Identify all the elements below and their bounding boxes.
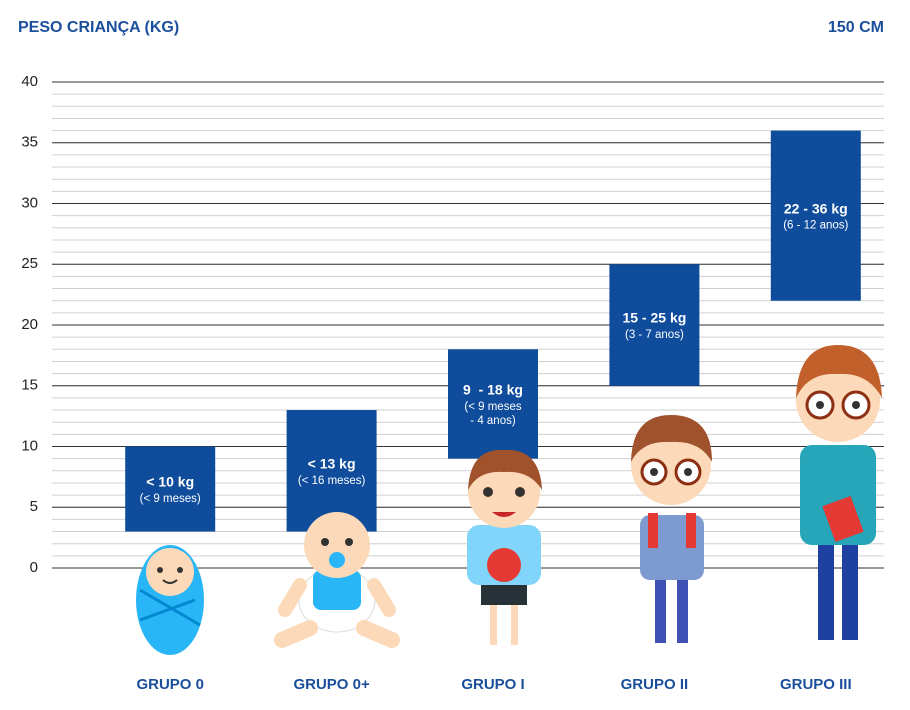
bar <box>770 130 861 301</box>
x-tick-label: GRUPO III <box>780 676 852 693</box>
y-tick-label: 15 <box>21 377 38 394</box>
y-tick-label: 40 <box>21 73 38 90</box>
x-tick-label: GRUPO II <box>621 676 689 693</box>
category-labels: GRUPO 0 GRUPO 0+ GRUPO I GRUPO II GRUPO III <box>136 676 851 693</box>
x-tick-label: GRUPO 0+ <box>293 676 370 693</box>
y-tick-label: 5 <box>30 498 38 515</box>
illustrations <box>136 345 882 655</box>
y-tick-label: 30 <box>21 194 38 211</box>
chart-title: PESO CRIANÇA (KG) <box>18 19 179 36</box>
annotation: 150 CM <box>828 19 884 36</box>
y-tick-label: 35 <box>21 134 38 151</box>
bar-label: 15 - 25 kg <box>622 310 686 326</box>
bar <box>125 446 216 532</box>
baby-0plus <box>274 512 400 648</box>
x-tick-label: GRUPO 0 <box>136 676 204 693</box>
bar-label: 22 - 36 kg <box>784 200 848 216</box>
bar <box>609 264 700 386</box>
y-tick-label: 0 <box>30 559 38 576</box>
bar-label: < 10 kg <box>146 474 194 490</box>
bar <box>286 410 377 532</box>
y-tick-label: 10 <box>21 437 38 454</box>
bar-sublabel: (< 9 meses <box>464 401 521 413</box>
bar-sublabel: - 4 anos) <box>470 415 516 427</box>
bar-sublabel: (6 - 12 anos) <box>783 220 848 232</box>
bar-label: < 13 kg <box>308 456 356 472</box>
y-tick-label: 20 <box>21 316 38 333</box>
x-tick-label: GRUPO I <box>461 676 524 693</box>
bar-label: 9 - 18 kg <box>463 382 523 398</box>
child-1 <box>467 449 542 645</box>
child-2 <box>631 415 712 643</box>
baby-0 <box>136 545 204 655</box>
bar-sublabel: (3 - 7 anos) <box>625 329 684 341</box>
child-3 <box>796 345 882 640</box>
bar-sublabel: (< 9 meses) <box>140 493 201 505</box>
y-tick-label: 25 <box>21 255 38 272</box>
bar-sublabel: (< 16 meses) <box>298 475 366 487</box>
bars: < 10 kg (< 9 meses) < 13 kg (< 16 meses) 9 -… <box>125 130 861 532</box>
bar <box>448 349 538 459</box>
